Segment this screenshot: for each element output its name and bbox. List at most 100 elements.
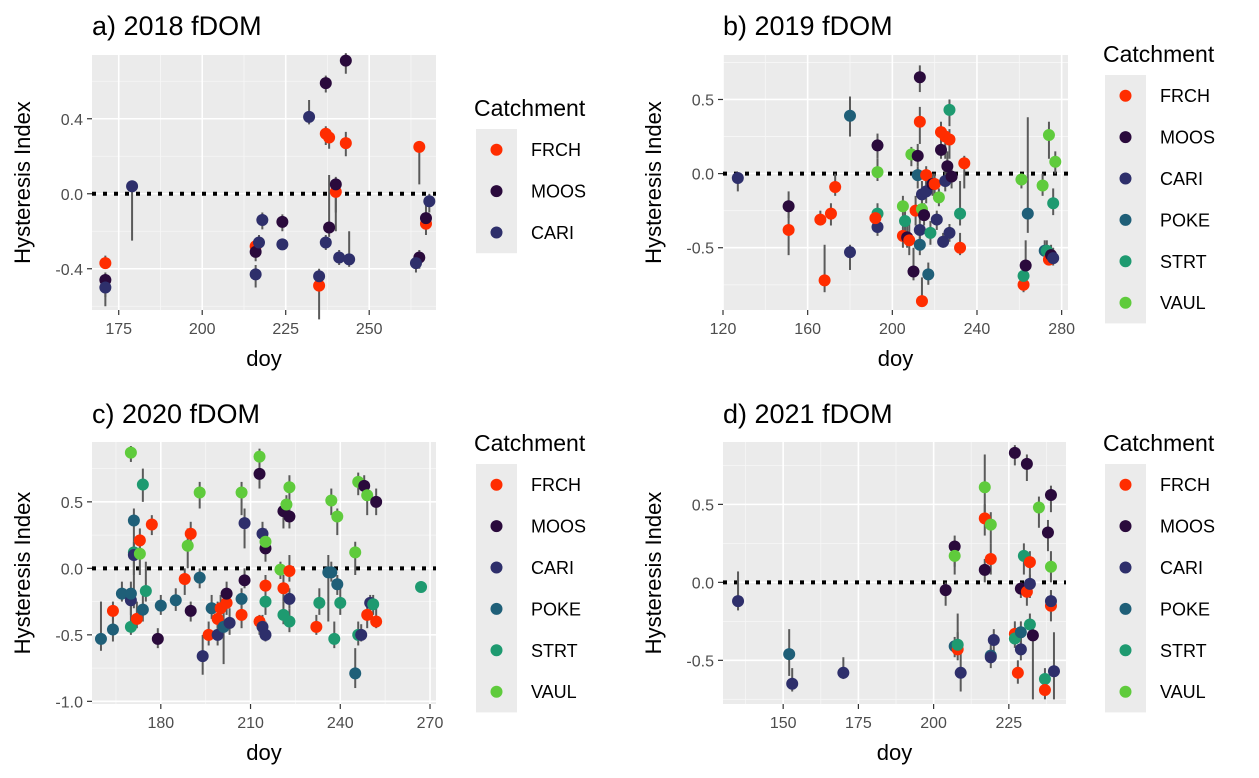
data-point-cari [731,172,744,185]
data-point-frch [130,612,143,625]
x-tick-label: 200 [879,321,906,338]
legend-label-frch: FRCH [1160,475,1210,495]
y-axis-label: Hysteresis Index [10,101,35,264]
data-point-frch [1011,666,1024,679]
x-tick-label: 240 [327,715,354,732]
data-point-frch [310,620,323,633]
data-point-vaul [280,498,293,511]
legend-label-poke: POKE [1160,599,1210,619]
legend-label-frch: FRCH [1160,86,1210,106]
data-point-strt [367,598,380,611]
x-tick-label: 270 [417,715,444,732]
data-point-poke [1021,207,1034,220]
y-tick-label: 0.0 [61,187,83,204]
legend-key-poke [490,602,503,615]
data-point-cari [259,628,272,641]
x-axis-label: doy [878,346,913,371]
data-point-frch [958,157,971,170]
y-tick-label: -0.4 [55,262,83,279]
legend-key-cari [1119,172,1132,185]
data-point-cari [1047,252,1060,265]
x-tick-label: 200 [920,715,947,732]
data-point-frch [984,552,997,565]
legend-label-vaul: VAUL [1160,682,1206,702]
data-point-vaul [181,539,194,552]
data-point-moos [323,221,336,234]
data-point-vaul [274,563,287,576]
y-tick-label: 0.4 [61,112,83,129]
data-point-poke [331,578,344,591]
legend-label-moos: MOOS [1160,128,1215,148]
data-point-poke [193,571,206,584]
data-point-frch [869,212,882,225]
data-point-frch [943,133,956,146]
data-point-frch [928,177,941,190]
x-axis-label: doy [246,740,281,765]
data-point-frch [413,140,426,153]
data-point-frch [920,169,933,182]
data-point-moos [238,574,251,587]
data-point-cari [913,223,926,236]
data-point-frch [283,565,296,578]
legend-key-vaul [1119,296,1132,309]
y-axis-label: Hysteresis Index [641,492,666,655]
legend-label-cari: CARI [1160,558,1203,578]
data-point-vaul [253,450,266,463]
data-point-vaul [1049,155,1062,168]
legend-label-vaul: VAUL [1160,293,1206,313]
y-tick-label: -0.5 [55,628,83,645]
y-tick-label: -0.5 [686,653,714,670]
data-point-moos [184,604,197,617]
data-point-frch [99,257,112,270]
x-tick-label: 200 [189,321,216,338]
x-tick-label: 225 [995,715,1022,732]
data-point-poke [922,268,935,281]
data-point-cari [99,281,112,294]
data-point-cari [303,110,316,123]
data-point-frch [178,572,191,585]
data-point-strt [924,226,937,239]
data-point-cari [1014,643,1027,656]
y-tick-label: -0.5 [686,241,714,258]
data-point-moos [978,563,991,576]
legend-label-frch: FRCH [531,475,581,495]
data-point-moos [329,178,342,191]
data-point-cari [276,238,289,251]
data-point-strt [899,215,912,228]
panel-title: c) 2020 fDOM [92,399,260,429]
data-point-poke [235,592,248,605]
data-point-vaul [1032,501,1045,514]
legend-title: Catchment [1103,41,1215,67]
data-point-cari [954,666,967,679]
data-point-moos [939,584,952,597]
x-tick-label: 120 [710,321,737,338]
y-tick-label: 0.0 [692,575,714,592]
data-point-vaul [984,518,997,531]
data-point-vaul [1015,173,1028,186]
data-point-cari [930,213,943,226]
legend-key-moos [1119,131,1132,144]
data-point-poke [115,587,128,600]
data-point-frch [782,223,795,236]
x-axis-label: doy [877,740,912,765]
data-point-strt [283,615,296,628]
data-point-vaul [325,494,338,507]
data-point-cari [409,257,422,270]
data-point-strt [1047,197,1060,210]
data-point-moos [918,209,931,222]
legend-label-strt: STRT [1160,641,1207,661]
x-tick-label: 250 [356,321,383,338]
data-point-moos [1041,526,1054,539]
y-tick-label: 0.5 [692,92,714,109]
data-point-frch [913,115,926,128]
data-point-frch [145,518,158,531]
data-point-moos [319,77,332,90]
data-point-frch [259,579,272,592]
x-tick-label: 225 [272,321,299,338]
legend-key-strt [1119,255,1132,268]
data-point-frch [818,274,831,287]
data-point-moos [948,540,961,553]
data-point-frch [361,608,374,621]
data-point-strt [334,596,347,609]
x-tick-label: 180 [147,715,174,732]
